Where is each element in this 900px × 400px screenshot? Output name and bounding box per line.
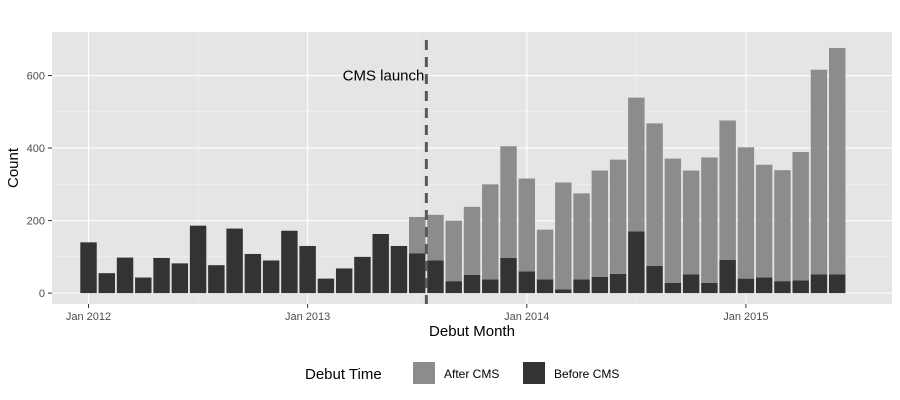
y-tick-label: 400 <box>27 143 45 155</box>
x-axis-ticks: Jan 2012 Jan 2013 Jan 2014 Jan 2015 <box>66 304 769 323</box>
legend: Debut Time After CMS Before CMS <box>305 362 619 384</box>
bar-after-cms <box>628 97 645 232</box>
cms-launch-annotation: CMS launch <box>343 68 425 85</box>
bar-before-cms <box>810 274 828 294</box>
bar-before-cms <box>682 274 700 294</box>
bar-before-cms <box>262 260 280 294</box>
legend-label-before-cms: Before CMS <box>554 367 619 381</box>
y-tick-label: 600 <box>27 71 45 83</box>
bar-before-cms <box>463 274 481 294</box>
bar-after-cms <box>737 147 755 279</box>
bar-after-cms <box>591 170 609 277</box>
bar-before-cms <box>427 260 444 294</box>
bar-after-cms <box>500 146 517 258</box>
bar-after-cms <box>482 184 499 280</box>
bar-before-cms <box>829 274 846 294</box>
bar-after-cms <box>518 178 535 272</box>
bar-after-cms <box>829 47 846 275</box>
bar-before-cms <box>390 245 408 294</box>
bar-before-cms <box>171 263 189 294</box>
legend-swatch-after-cms <box>413 362 435 384</box>
bar-before-cms <box>281 230 298 294</box>
bar-after-cms <box>682 170 700 275</box>
bar-after-cms <box>719 120 736 260</box>
bar-before-cms <box>609 273 627 294</box>
y-tick-label: 0 <box>39 288 45 300</box>
bar-after-cms <box>409 216 426 254</box>
x-tick-label: Jan 2015 <box>723 311 768 323</box>
bar-before-cms <box>98 273 115 294</box>
y-axis-title: Count <box>5 147 22 188</box>
bar-after-cms <box>555 182 572 290</box>
bar-before-cms <box>555 289 572 294</box>
bar-before-cms <box>226 228 243 294</box>
bar-after-cms <box>445 220 462 282</box>
x-tick-label: Jan 2014 <box>504 311 549 323</box>
x-axis-title: Debut Month <box>429 323 515 340</box>
legend-label-after-cms: After CMS <box>444 367 499 381</box>
bar-before-cms <box>664 282 682 294</box>
bar-after-cms <box>427 214 444 261</box>
bar-before-cms <box>372 234 389 294</box>
bar-after-cms <box>774 170 791 282</box>
bar-before-cms <box>208 265 225 294</box>
y-axis-ticks: 0 200 400 600 <box>27 71 52 300</box>
bar-before-cms <box>646 265 663 294</box>
y-tick-label: 200 <box>27 216 45 228</box>
bar-before-cms <box>153 257 170 294</box>
bar-before-cms <box>135 277 152 294</box>
bar-after-cms <box>792 152 809 281</box>
bar-after-cms <box>755 164 773 278</box>
bar-before-cms <box>244 253 262 294</box>
x-tick-label: Jan 2012 <box>66 311 111 323</box>
x-tick-label: Jan 2013 <box>285 311 330 323</box>
bar-before-cms <box>335 268 353 294</box>
bar-before-cms <box>737 278 755 294</box>
bar-after-cms <box>664 158 682 283</box>
bar-before-cms <box>116 257 134 294</box>
bar-before-cms <box>482 279 499 294</box>
bar-after-cms <box>573 193 590 280</box>
bar-before-cms <box>628 231 645 294</box>
bar-before-cms <box>591 276 609 294</box>
bar-before-cms <box>774 281 791 294</box>
bar-before-cms <box>445 281 462 294</box>
bar-after-cms <box>609 159 627 274</box>
bar-before-cms <box>518 271 535 294</box>
bar-before-cms <box>189 225 207 294</box>
bars <box>80 47 846 294</box>
bar-before-cms <box>573 279 590 294</box>
bar-before-cms <box>719 259 736 294</box>
bar-after-cms <box>810 69 828 275</box>
bar-before-cms <box>409 253 426 294</box>
bar-after-cms <box>646 123 663 266</box>
bar-before-cms <box>792 280 809 294</box>
bar-before-cms <box>299 245 316 294</box>
bar-before-cms <box>536 279 554 294</box>
bar-after-cms <box>701 157 718 283</box>
bar-before-cms <box>80 242 97 294</box>
legend-swatch-before-cms <box>523 362 545 384</box>
legend-title: Debut Time <box>305 366 382 383</box>
bar-before-cms <box>500 257 517 294</box>
bar-before-cms <box>354 256 371 294</box>
bar-before-cms <box>701 282 718 294</box>
bar-before-cms <box>755 277 773 294</box>
bar-before-cms <box>317 278 335 294</box>
bar-after-cms <box>536 229 554 280</box>
bar-after-cms <box>463 206 481 275</box>
